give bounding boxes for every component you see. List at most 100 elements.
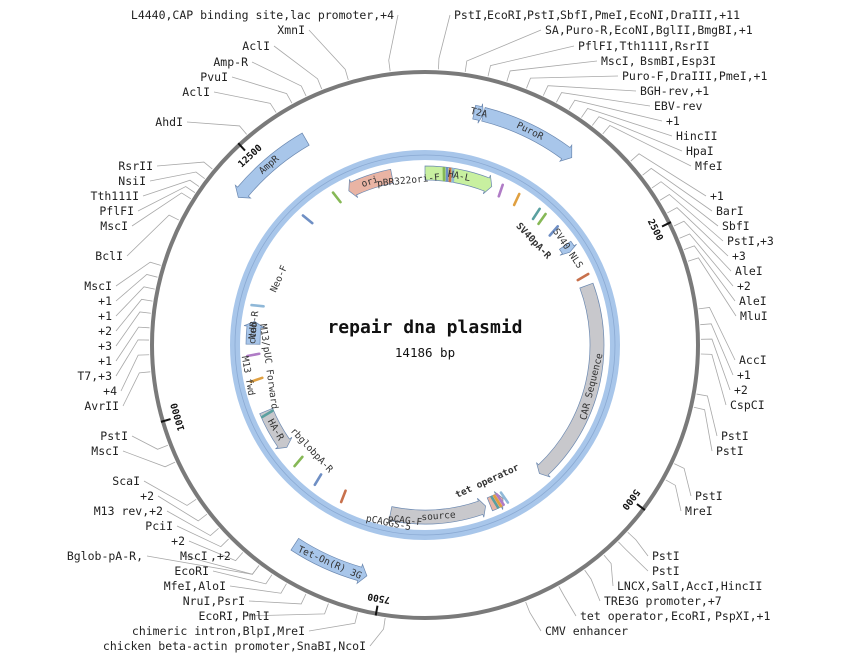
site-mark [497,183,505,198]
site-label-2: +2 [171,534,185,548]
site-label-xmni: XmnI [277,23,305,37]
site-label-psti: PstI [100,429,128,443]
site-label-3: +3 [98,339,112,353]
leader-line [487,45,575,77]
site-label-mrei: MreI [685,504,713,518]
leader-line [131,435,169,450]
site-label-1: +1 [737,368,751,382]
site-mark [512,192,521,207]
leader-line [243,603,329,617]
site-mark [495,493,505,506]
site-label-2: +2 [737,279,751,293]
site-label-bsmbi-esp3i: BsmBI,Esp3I [640,54,716,68]
inner-label-m13-puc-forward: M13/pUC Forward [257,323,280,409]
leader-line [157,495,208,522]
site-mark [293,455,304,468]
site-label-ecori: EcoRI, [671,609,713,623]
small-feature-marks [246,166,590,509]
site-mark [490,495,500,509]
leader-line [698,306,736,361]
leader-line [667,207,729,257]
site-label-bgh-rev-1: BGH-rev,+1 [640,84,709,98]
leader-line [188,540,244,562]
site-label-tth111i: Tth111I [91,189,139,203]
feature-label-ha-l: HA-L [447,169,472,184]
site-label-msci: MscI [100,219,128,233]
backbone-circle [150,70,700,620]
leader-line [438,14,451,70]
leader-line [142,179,200,197]
leader-line [273,45,323,90]
site-mark [548,225,560,237]
site-label-amp-r: Amp-R [213,55,248,69]
feature-ori [348,168,394,198]
site-label-chimeric-intron-blpi-mrei: chimeric intron,BlpI,MreI [132,624,305,638]
feature-sv40-nls [558,240,577,256]
site-label-3: +3 [732,249,746,263]
site-label-scai: ScaI [112,474,140,488]
leader-line [674,463,692,497]
site-label-t7-3: T7,+3 [77,369,112,383]
leader-line [687,257,737,317]
plasmid-length: 14186 bp [395,345,455,360]
tick-label-10000: 10000 [169,401,188,432]
leader-line [388,14,399,72]
site-mark [260,409,274,419]
site-label-ahdi: AhdI [155,115,183,129]
site-mark [576,272,590,282]
site-label-2: +2 [734,383,748,397]
leader-line [581,108,673,137]
leader-line [542,85,637,96]
site-mark [493,494,503,508]
site-label-sbfi-pmei-econi-draiii-11: SbfI,PmeI,EcoNI,DraIII,+11 [560,8,740,22]
site-label-puro-f-draiii-pmei-1: Puro-F,DraIII,PmeI,+1 [622,69,767,83]
site-label-nsii: NsiI [118,174,146,188]
site-label-bari: BarI [716,204,744,218]
site-label-chicken-beta-actin-promoter-snabi-ncoi: chicken beta-actin promoter,SnaBI,NcoI [103,639,366,653]
site-label-hincii: HincII [676,129,718,143]
feature-tet-on-r-3g [290,537,368,585]
leader-line [464,29,542,73]
leader-line [143,480,197,506]
site-label-m13-rev-2: M13 rev,+2 [94,504,163,518]
site-label-psti: PstI, [727,234,762,248]
site-label-alei: AleI [739,294,767,308]
site-label-tre3g-promoter-7: TRE3G promoter,+7 [604,594,722,608]
tick-mark-5000 [636,503,646,511]
leader-line [556,92,651,107]
site-label-psti: PstI, [454,8,489,22]
site-label-cmv-enhancer: CMV enhancer [545,624,628,638]
site-label-acli: AclI [242,39,270,53]
site-mark [250,303,265,308]
site-mark [537,212,547,226]
site-label-mfei: MfeI [695,159,723,173]
leader-line [248,593,307,605]
leader-line [525,601,542,632]
leader-line [584,569,601,602]
leader-line [115,274,158,302]
site-mark [249,376,264,384]
site-mark [246,352,261,358]
site-label-msci: MscI, [601,54,636,68]
leader-line [630,153,707,197]
leader-line [679,233,734,287]
leader-line [308,29,349,80]
site-label-2: +2 [98,324,112,338]
leader-line [183,555,260,575]
leader-line [115,339,150,377]
leader-line [122,371,151,407]
site-mark [301,214,314,225]
site-mark [531,207,541,221]
inner-label-neo-r: Neo-R [247,310,261,340]
site-label-lncx-sali-acci-hincii: LNCX,SalI,AccI,HincII [617,579,762,593]
site-label-bcli: BclI [95,249,123,263]
feature-label-source: source [421,510,456,524]
site-label-ecori: EcoRI [174,564,209,578]
leader-line [122,450,176,468]
tick-mark-10000 [160,418,171,423]
site-mark [331,191,342,204]
leader-line [506,60,598,82]
site-label-3: +3 [760,234,774,248]
leader-line [231,76,293,104]
leader-line [642,167,713,212]
